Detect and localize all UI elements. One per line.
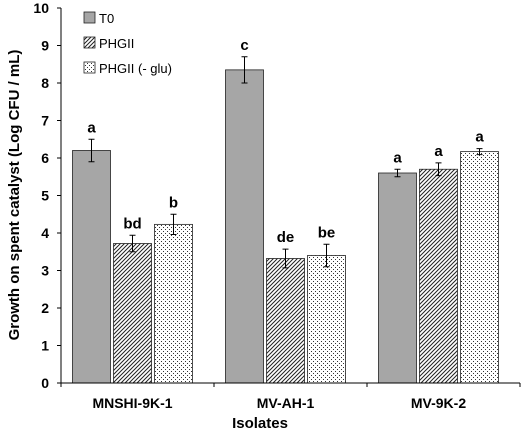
y-tick-label: 10 [33,0,49,16]
significance-label: c [240,37,248,54]
x-axis-title: Isolates [232,415,288,432]
bar [378,172,417,384]
legend-label: T0 [99,11,114,26]
bar [307,255,346,384]
bar [460,151,499,384]
y-tick-label: 6 [41,150,49,166]
legend-swatch [83,36,96,49]
bar [154,223,193,384]
significance-label: a [87,119,96,136]
y-tick-label: 8 [41,75,49,91]
bar [266,258,305,384]
legend-swatch [83,61,96,74]
y-tick-label: 2 [41,300,49,316]
legend-label: PHGII (- glu) [99,61,172,76]
y-axis-title: Growth on spent catalyst (Log CFU / mL) [6,50,23,341]
y-tick-label: 7 [41,113,49,129]
bar [113,243,152,384]
x-tick-label: MNSHI-9K-1 [92,395,172,411]
y-tick-label: 5 [41,188,49,204]
significance-label: b [169,194,178,211]
y-tick-label: 0 [41,375,49,391]
y-tick-label: 9 [41,38,49,54]
bar [225,69,264,384]
y-tick-label: 3 [41,263,49,279]
y-tick-label: 1 [41,338,49,354]
y-tick-label: 4 [41,225,49,241]
legend-swatch [83,11,96,24]
significance-label: a [393,149,402,166]
significance-label: de [277,229,295,246]
legend-label: PHGII [99,36,134,51]
x-tick-label: MV-9K-2 [411,395,466,411]
significance-label: a [434,143,443,160]
bar [419,168,458,384]
significance-label: be [318,224,336,241]
x-tick-label: MV-AH-1 [257,395,315,411]
significance-label: a [475,129,484,146]
significance-label: bd [123,215,141,232]
bar [72,150,111,384]
